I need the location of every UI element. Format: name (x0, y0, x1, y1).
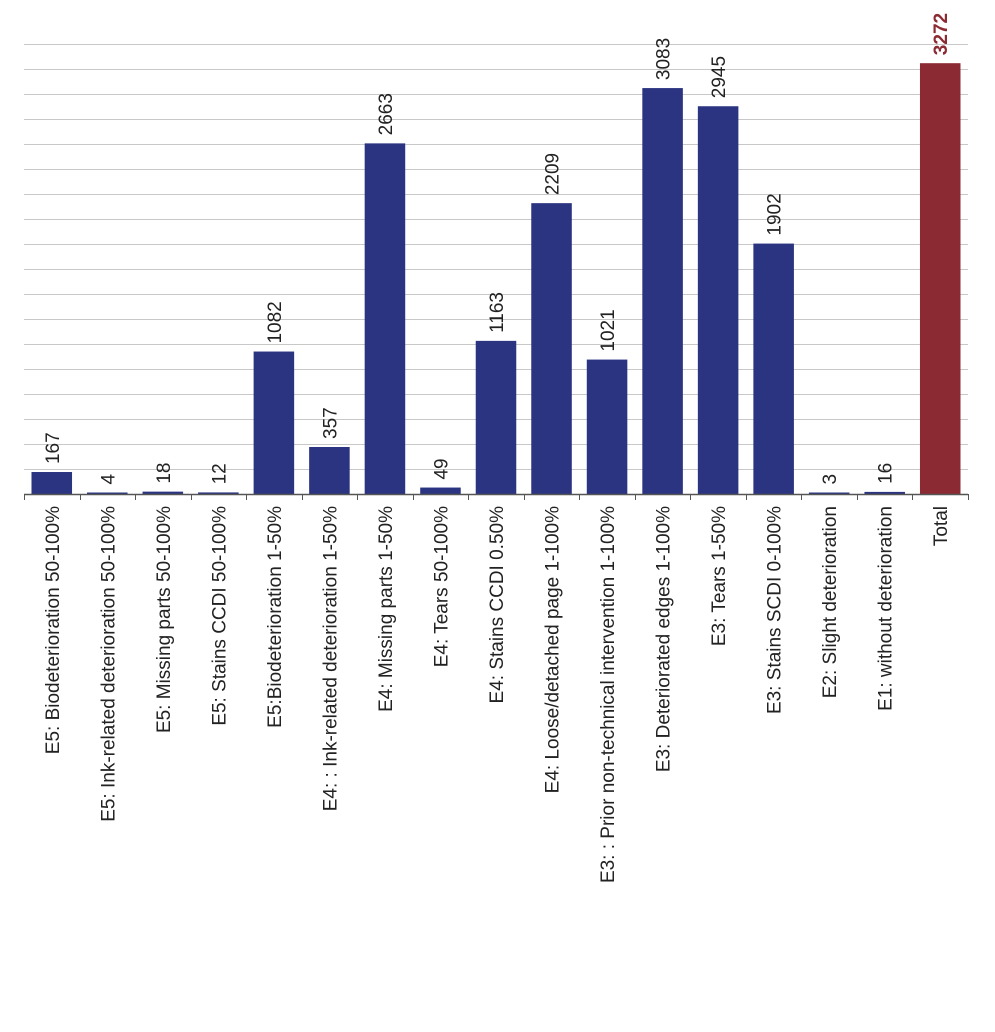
bar (864, 491, 905, 494)
x-tick-label: E3: Stains SCDI 0-100% (765, 506, 786, 714)
bar-value-label: 2663 (376, 93, 397, 135)
bar (586, 359, 628, 494)
x-tick-label: E4: Tears 50-100% (431, 506, 452, 667)
bar (142, 491, 184, 494)
bar (198, 492, 239, 494)
x-tick-label: E4: : Ink-related deterioration 1-50% (320, 506, 341, 811)
bar (31, 472, 73, 494)
x-axis-ticks (24, 494, 969, 500)
bar (808, 492, 850, 494)
x-tick-label: E2: Slight deterioration (820, 506, 841, 698)
x-tick-label: E5: Ink-related deterioration 50-100% (98, 506, 119, 822)
bar-value-label: 167 (43, 432, 64, 464)
bar-value-label: 3272 (931, 13, 952, 55)
bar (753, 243, 794, 494)
bar-value-label: 4 (98, 474, 119, 485)
x-tick-label: E3: Deteriorated edges 1-100% (654, 506, 675, 772)
bar (309, 446, 350, 494)
bar-value-label: 2945 (709, 56, 730, 98)
bar-value-label: 49 (431, 458, 452, 479)
bar-value-label: 357 (320, 407, 341, 439)
bar (475, 340, 517, 494)
bars (31, 63, 961, 495)
bar-value-label: 2209 (543, 153, 564, 195)
x-tick-label: E3: : Prior non-technical intervention 1… (598, 506, 619, 883)
x-tick-label: E5: Stains CCDI 50-100% (209, 506, 230, 726)
bar-value-label: 3 (820, 474, 841, 485)
x-tick-label: E5:Biodeterioration 1-50% (265, 506, 286, 728)
x-tick-label: E4: Missing parts 1-50% (376, 506, 397, 712)
bar-value-label: 16 (876, 463, 897, 484)
bar-value-label: 1021 (598, 309, 619, 351)
bar (642, 88, 683, 495)
x-tick-label: E4: Loose/detached page 1-100% (543, 506, 564, 793)
bar (531, 203, 572, 495)
x-tick-label: Total (931, 506, 952, 546)
category-labels: E5: Biodeterioration 50-100% E5: Ink-rela… (43, 506, 952, 883)
bar-value-label: 12 (209, 463, 230, 484)
bar-value-label: 3083 (654, 38, 675, 80)
bar (919, 63, 961, 494)
bar (253, 351, 295, 494)
bar-value-label: 18 (154, 462, 175, 483)
gridlines (24, 44, 968, 470)
x-tick-label: E4: Stains CCDI 0.50% (487, 506, 508, 704)
x-tick-label: E5: Missing parts 50-100% (154, 506, 175, 733)
x-tick-label: E1: without deterioration (876, 506, 897, 711)
bar (420, 487, 461, 494)
bar-value-label: 1163 (487, 292, 508, 333)
bar (697, 106, 739, 494)
x-tick-label: E5: Biodeterioration 50-100% (43, 506, 64, 754)
value-labels: 167 4 18 12 1082 357 2663 49 1163 2209 1021 3083 294… (43, 13, 952, 485)
bar (87, 492, 128, 494)
bar (364, 143, 406, 494)
bar-value-label: 1902 (765, 193, 786, 235)
x-tick-label: E3: Tears 1-50% (709, 506, 730, 646)
bar-value-label: 1082 (265, 301, 286, 343)
